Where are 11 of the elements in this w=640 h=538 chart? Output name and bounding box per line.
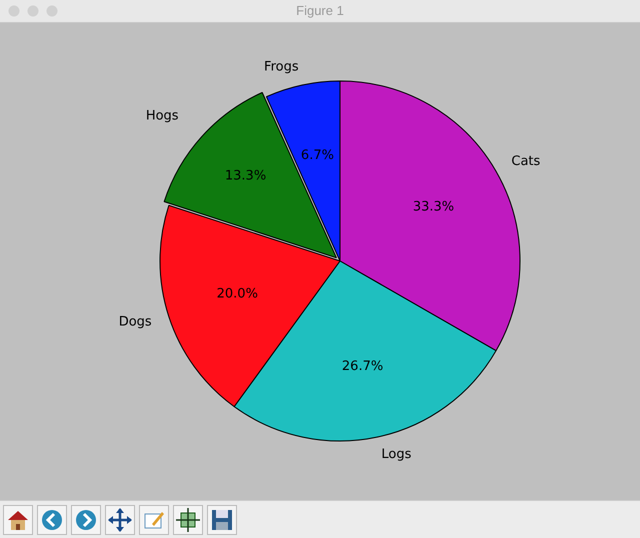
slice-label: Dogs — [118, 314, 152, 330]
data-label: 26.7% — [342, 358, 384, 374]
slice-label: Logs — [381, 447, 412, 462]
data-label: 13.3% — [224, 168, 266, 184]
data-label: 33.3% — [412, 199, 454, 214]
caption: Figure 1 — [296, 3, 344, 18]
data-label: 20.0% — [216, 286, 258, 302]
slice-label: Cats — [511, 154, 541, 170]
slice-label: Hogs — [146, 108, 179, 124]
data-label: 6.7% — [300, 148, 334, 163]
slice-label: Frogs — [264, 60, 299, 75]
